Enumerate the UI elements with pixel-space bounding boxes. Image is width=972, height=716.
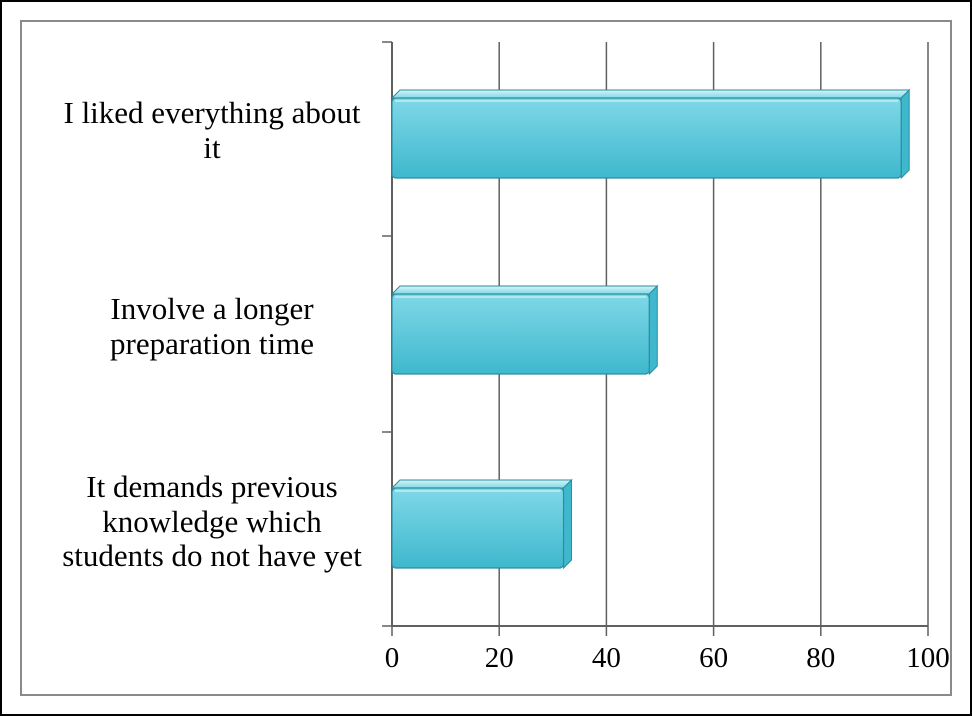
chart-outer-frame: I liked everything aboutit Involve a long… — [0, 0, 972, 716]
category-label-2-line-0: It demands previous — [40, 470, 384, 505]
bar-0 — [392, 90, 909, 178]
category-label-1: Involve a longerpreparation time — [40, 292, 384, 361]
x-tick-label-0: 0 — [385, 642, 400, 675]
bar-1 — [392, 286, 657, 374]
x-tick-label-5: 100 — [906, 642, 950, 675]
x-tick-label-4: 80 — [806, 642, 835, 675]
category-label-1-line-0: Involve a longer — [40, 292, 384, 327]
category-label-2-line-1: knowledge which — [40, 505, 384, 540]
x-tick-label-3: 60 — [699, 642, 728, 675]
bar-2 — [392, 480, 572, 568]
bars — [392, 90, 909, 568]
category-label-0-line-0: I liked everything about — [40, 96, 384, 131]
category-label-0: I liked everything aboutit — [40, 96, 384, 165]
category-label-2-line-2: students do not have yet — [40, 539, 384, 574]
category-label-0-line-1: it — [40, 131, 384, 166]
chart-inner-frame: I liked everything aboutit Involve a long… — [20, 20, 952, 696]
category-label-1-line-1: preparation time — [40, 327, 384, 362]
x-tick-label-2: 40 — [592, 642, 621, 675]
x-tick-label-1: 20 — [485, 642, 514, 675]
category-label-2: It demands previousknowledge whichstuden… — [40, 470, 384, 574]
chart-area: I liked everything aboutit Involve a long… — [22, 22, 950, 694]
